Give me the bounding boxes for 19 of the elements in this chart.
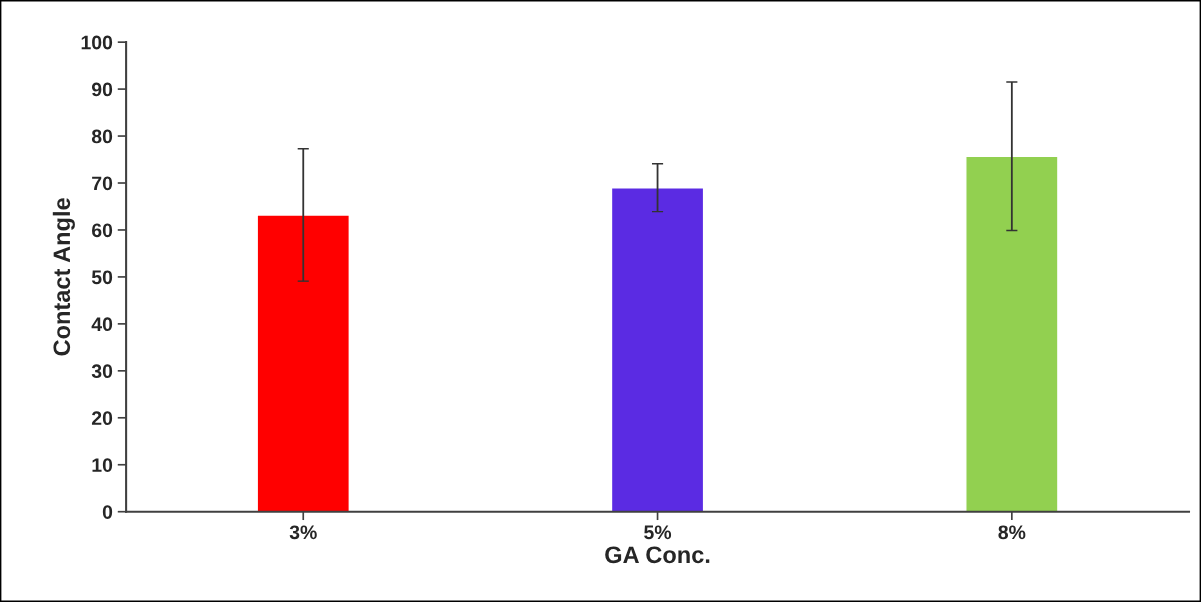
y-tick-label: 40	[91, 317, 113, 332]
y-tick-label: 80	[91, 129, 113, 144]
y-tick-label: 90	[91, 82, 113, 97]
y-tick-label: 100	[81, 35, 113, 50]
x-tick-label: 8%	[998, 525, 1026, 540]
x-axis-title: GA Conc.	[605, 546, 710, 564]
y-tick-label: 10	[92, 458, 113, 472]
bar	[965, 155, 1059, 512]
x-tick-label: 5%	[644, 525, 672, 540]
y-tick-label: 30	[91, 364, 113, 379]
y-tick-label: 20	[91, 411, 113, 426]
x-tick-label: 3%	[289, 525, 317, 540]
y-axis-title: Contact Angle	[52, 198, 75, 356]
y-tick-label: 50	[91, 270, 113, 285]
y-tick-label: 60	[92, 223, 113, 238]
y-tick-label: 0	[102, 505, 113, 519]
bar	[610, 187, 705, 512]
y-tick-label: 70	[92, 176, 113, 191]
bar	[256, 214, 351, 512]
